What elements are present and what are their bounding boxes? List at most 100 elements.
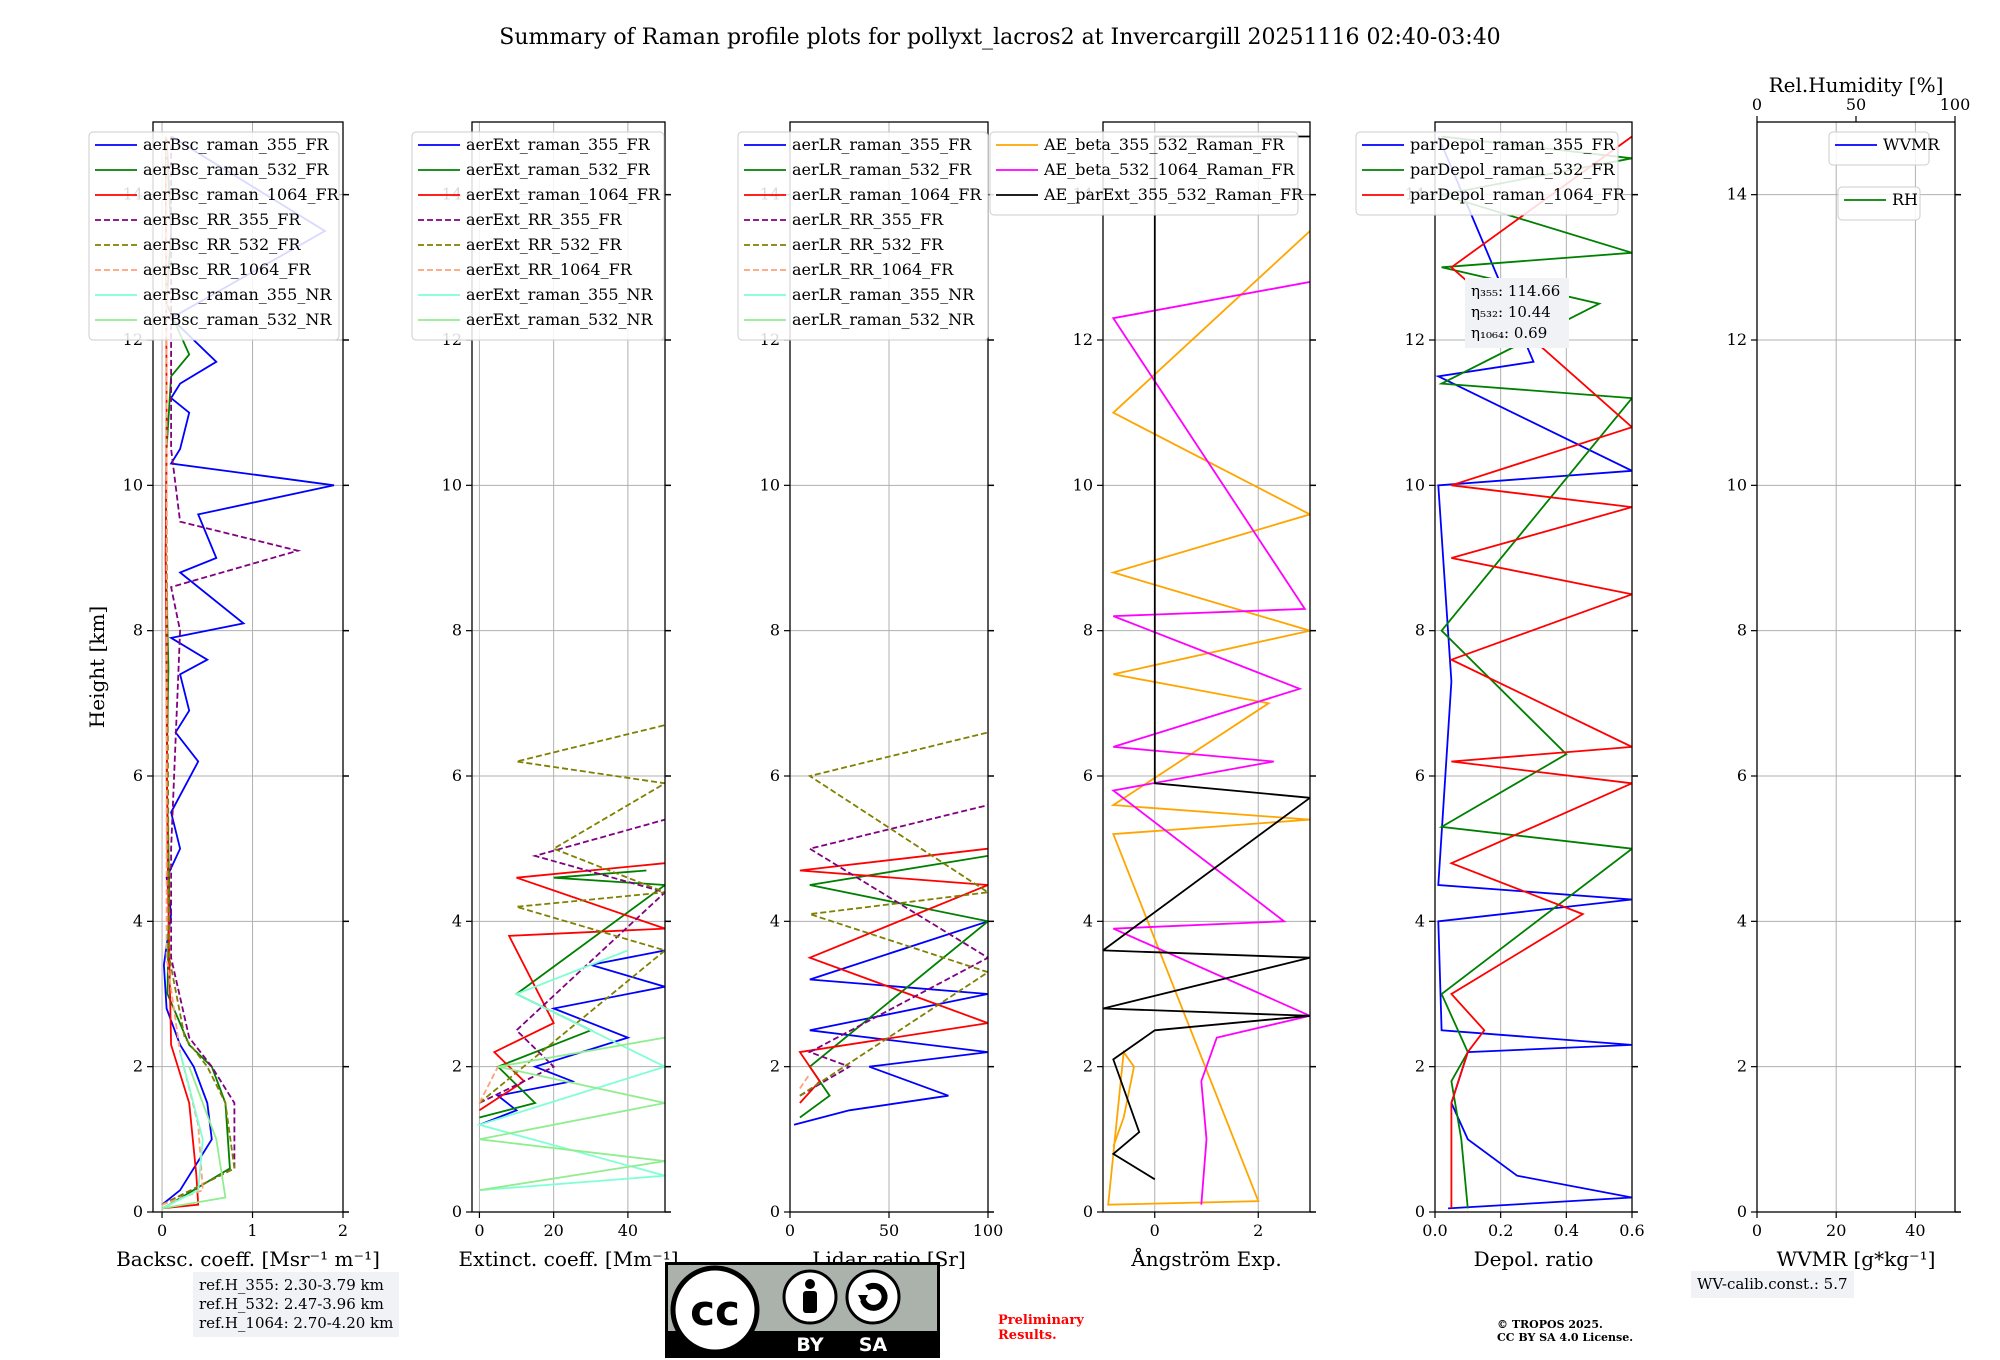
share-alike-arrowhead-icon [858, 1295, 868, 1304]
ref-height-355: ref.H_355: 2.30-3.79 km [199, 1276, 384, 1294]
preliminary-line-1: Preliminary [998, 1313, 1084, 1328]
x-axis-label: Extinct. coeff. [Mm⁻¹] [458, 1247, 678, 1271]
figure-title: Summary of Raman profile plots for polly… [499, 25, 1500, 50]
x-tick-label: 0.2 [1488, 1221, 1513, 1240]
panel-ext: 0204002468101214Extinct. coeff. [Mm⁻¹]ae… [411, 121, 679, 1271]
share-alike-arrow-icon [860, 1282, 888, 1311]
eta-box [1465, 278, 1569, 348]
axes-frame [1434, 121, 1633, 1213]
axes-frame [152, 121, 344, 1213]
x-tick-label: 2 [1253, 1221, 1263, 1240]
series-line-aerBsc_raman_355_NR [161, 1051, 204, 1210]
series-line-AE_parExt_355_532_Raman_FR [1103, 135, 1310, 1181]
y-tick-label: 0 [1083, 1202, 1093, 1221]
series-line-aerLR_RR_355_FR [799, 804, 988, 1097]
copyright-line-1: © TROPOS 2025. [1497, 1318, 1603, 1331]
copyright-line-2: CC BY SA 4.0 License. [1497, 1331, 1634, 1344]
x-axis-label: Backsc. coeff. [Msr⁻¹ m⁻¹] [116, 1247, 380, 1271]
x-tick-label: 20 [543, 1221, 563, 1240]
y-tick-label: 2 [770, 1057, 780, 1076]
legend-entry: RH [1892, 190, 1918, 209]
eta-value: η₅₃₂: 10.44 [1471, 303, 1551, 321]
series-group [161, 135, 335, 1210]
x-axis-label: Depol. ratio [1474, 1247, 1594, 1271]
panel-ae: 0202468101214Ångström Exp.AE_beta_355_53… [989, 121, 1316, 1271]
series-line-aerExt_RR_1064_FR [478, 1066, 499, 1104]
series-group [1435, 135, 1632, 1210]
legend-entry: aerLR_raman_355_NR [792, 285, 975, 304]
preliminary-line-2: Results. [998, 1328, 1057, 1343]
legend-entry: aerBsc_RR_1064_FR [143, 260, 312, 279]
legend-entry: aerBsc_RR_532_FR [143, 235, 301, 254]
legend-entry: aerLR_RR_355_FR [792, 210, 944, 229]
cc-by-sa-logo: cc BY SA [665, 1262, 940, 1358]
y-tick-label: 4 [452, 911, 462, 930]
eta-value: η₁₀₆₄: 0.69 [1471, 324, 1547, 342]
legend-frame [411, 131, 665, 341]
x-tick-label: 0 [1150, 1221, 1160, 1240]
y-tick-label: 8 [452, 621, 462, 640]
legend-entry: AE_beta_532_1064_Raman_FR [1043, 160, 1295, 179]
legend-frame [88, 131, 340, 341]
y-tick-label: 12 [1727, 330, 1747, 349]
legend-entry: aerBsc_raman_532_NR [143, 310, 332, 329]
series-line-AE_beta_355_532_Raman_FR [1107, 230, 1310, 1206]
y-tick-label: 10 [1727, 475, 1747, 494]
series-line-parDepol_raman_532_FR [1438, 135, 1632, 1209]
y-tick-label: 4 [1083, 911, 1093, 930]
x-tick-label: 0.4 [1554, 1221, 1579, 1240]
legend-entry: parDepol_raman_1064_FR [1410, 185, 1626, 204]
ref-height-532: ref.H_532: 2.47-3.96 km [199, 1295, 384, 1313]
legend-frame [1837, 186, 1921, 221]
series-line-aerBsc_RR_355_FR [161, 136, 302, 1206]
legend: WVMR [1828, 131, 1940, 166]
legend-frame [1355, 131, 1619, 216]
y-tick-label: 0 [770, 1202, 780, 1221]
series-group [793, 731, 988, 1126]
y-tick-label: 4 [1737, 911, 1747, 930]
x-tick-label: 0 [1752, 1221, 1762, 1240]
top-tick-label: 0 [1752, 95, 1762, 114]
y-tick-label: 0 [1737, 1202, 1747, 1221]
y-tick-label: 6 [1415, 766, 1425, 785]
series-line-aerExt_raman_1064_FR [478, 862, 665, 1112]
x-tick-label: 0 [474, 1221, 484, 1240]
legend-entry: aerLR_raman_355_FR [792, 135, 972, 154]
legend: aerLR_raman_355_FR aerLR_raman_532_FR aerL… [737, 131, 989, 341]
series-line-aerLR_raman_532_FR [799, 855, 988, 1119]
panel-bsc: 01202468101214Backsc. coeff. [Msr⁻¹ m⁻¹]… [85, 121, 380, 1271]
y-tick-label: 10 [760, 475, 780, 494]
cc-sa-label: SA [859, 1334, 888, 1356]
series-line-AE_beta_532_1064_Raman_FR [1111, 281, 1310, 1205]
x-axis-label: WVMR [g*kg⁻¹] [1777, 1247, 1936, 1271]
x-tick-label: 40 [618, 1221, 638, 1240]
legend-entry: aerExt_raman_355_NR [466, 285, 654, 304]
x-tick-label: 50 [879, 1221, 899, 1240]
legend-entry: parDepol_raman_355_FR [1410, 135, 1616, 154]
series-line-aerExt_RR_355_FR [479, 818, 665, 1104]
series-line-parDepol_raman_1064_FR [1449, 135, 1632, 1209]
series-line-parDepol_raman_355_FR [1435, 136, 1632, 1210]
x-tick-label: 0.6 [1619, 1221, 1644, 1240]
y-tick-label: 8 [1415, 621, 1425, 640]
x-axis-label: Ångström Exp. [1130, 1246, 1281, 1271]
axes-frame [1102, 121, 1311, 1213]
cc-by-label: BY [796, 1334, 823, 1356]
x-tick-label: 20 [1826, 1221, 1846, 1240]
eta-annotation: η₃₅₅: 114.66 η₅₃₂: 10.44 η₁₀₆₄: 0.69 [1465, 278, 1569, 348]
y-tick-label: 6 [1737, 766, 1747, 785]
series-line-aerLR_RR_1064_FR [799, 1073, 811, 1090]
legend-frame [989, 131, 1299, 216]
top-tick-label: 50 [1846, 95, 1866, 114]
legend-entry: aerLR_raman_532_NR [792, 310, 975, 329]
legend-entry: aerBsc_RR_355_FR [143, 210, 301, 229]
legend: AE_beta_355_532_Raman_FR AE_beta_532_1064… [989, 131, 1304, 216]
series-line-aerBsc_raman_532_NR [161, 1066, 227, 1210]
y-tick-label: 8 [133, 621, 143, 640]
series-line-aerExt_RR_532_FR [478, 724, 665, 1104]
y-tick-label: 10 [442, 475, 462, 494]
y-tick-label: 10 [123, 475, 143, 494]
legend-entry: aerExt_raman_355_FR [466, 135, 651, 154]
legend-entry: aerExt_raman_532_FR [466, 160, 651, 179]
y-tick-label: 6 [770, 766, 780, 785]
